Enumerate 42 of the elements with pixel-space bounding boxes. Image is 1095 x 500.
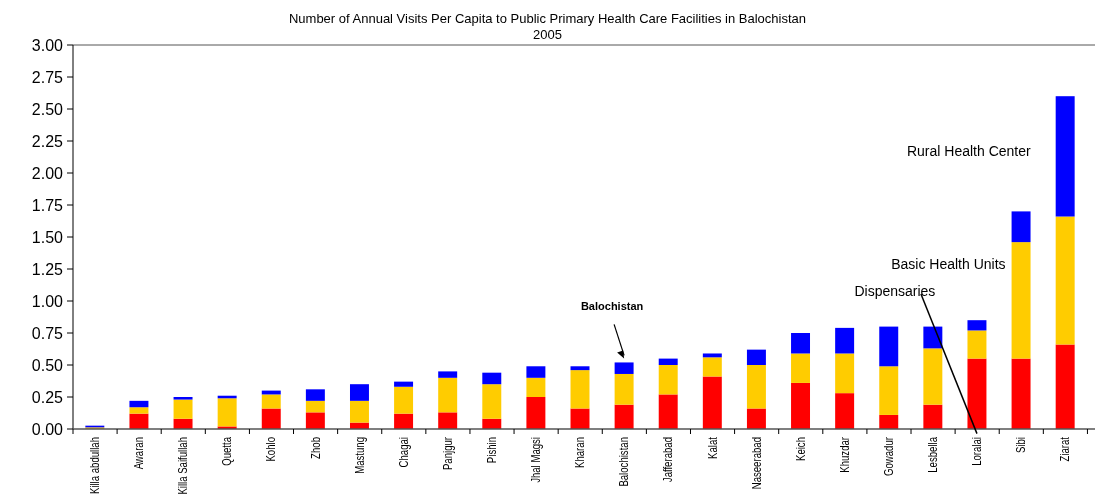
series-label: Basic Health Units (891, 256, 1006, 272)
y-tick-label: 1.25 (31, 260, 64, 278)
x-tick-label: Panjgur (440, 436, 455, 471)
x-tick-label: Keich (793, 437, 807, 462)
x-tick-label: Awaran (132, 437, 146, 470)
y-tick-label: 2.50 (31, 100, 64, 118)
x-tick-label: Jhal Magsi (529, 437, 543, 483)
annotation: Balochistan (580, 300, 644, 313)
y-tick-label: 2.75 (31, 68, 64, 86)
chart-subtitle: 2005 (533, 27, 562, 42)
x-tick-label: Jafferabad (661, 437, 675, 483)
x-tick-label: Chagai (396, 437, 410, 468)
x-tick-label: Sibi (1014, 437, 1028, 453)
x-tick-label: Killa Saifullah (176, 437, 190, 495)
x-tick-label: Loralai (970, 437, 984, 466)
series-label: Rural Health Center (906, 143, 1032, 160)
y-tick-label: 0.25 (31, 388, 64, 406)
x-tick-label: Lesbella (926, 436, 940, 473)
x-tick-label: Gowadur (881, 436, 896, 476)
chart-title: Number of Annual Visits Per Capita to Public Primary Health Care Facilities in Balochistan (288, 11, 807, 26)
y-tick-label: 3.00 (31, 36, 64, 54)
x-tick-label: Pishin (484, 437, 499, 464)
x-tick-label: Khuzdar (837, 436, 852, 473)
y-tick-label: 1.00 (31, 292, 64, 310)
x-tick-label: Ziarat (1058, 437, 1072, 462)
x-tick-label: Kharan (573, 437, 587, 468)
x-tick-label: Kohlo (264, 437, 278, 462)
x-tick-label: Quetta (220, 436, 234, 466)
y-tick-label: 2.25 (31, 132, 64, 150)
y-tick-label: 1.75 (31, 196, 64, 214)
y-tick-label: 0.50 (31, 356, 64, 374)
y-tick-label: 2.00 (31, 164, 64, 182)
x-tick-label: Zhob (308, 437, 322, 459)
x-tick-label: Naseerabad (749, 437, 763, 490)
y-tick-label: 1.50 (31, 228, 64, 246)
y-tick-label: 0.75 (31, 324, 64, 342)
x-tick-label: Mastung (352, 437, 366, 474)
x-tick-label: Balochistan (617, 437, 631, 487)
x-tick-label: Killa abdullah (87, 437, 102, 495)
x-tick-label: Kalat (705, 437, 719, 459)
y-tick-label: 0.00 (31, 420, 64, 438)
text: Dispensaries (854, 283, 936, 299)
